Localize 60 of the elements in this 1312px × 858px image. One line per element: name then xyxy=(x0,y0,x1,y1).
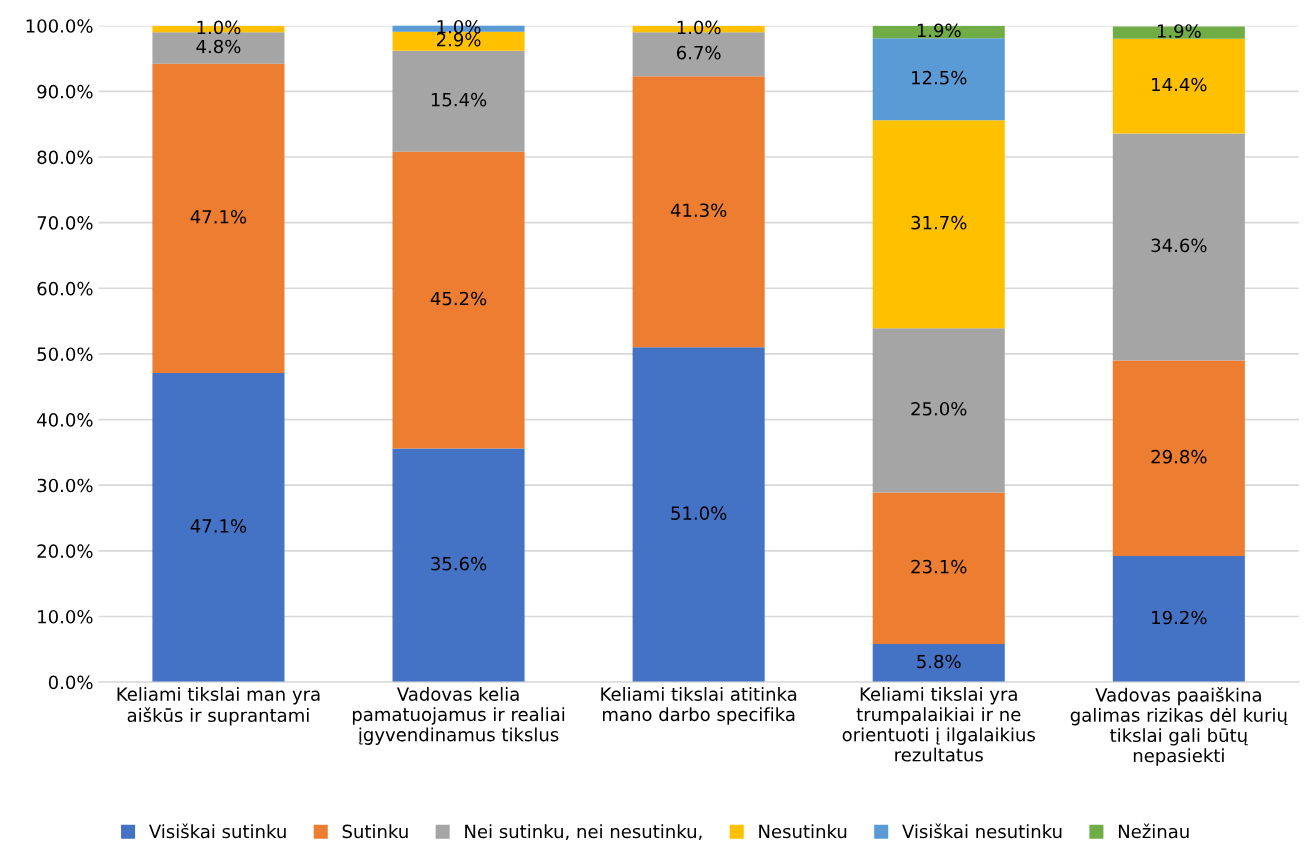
legend-label: Nežinau xyxy=(1118,823,1189,839)
bar xyxy=(872,120,1005,329)
x-tick-label: Keliami tikslai atitinka mano darbo specifika xyxy=(601,686,797,725)
y-tick-label: 80.0% xyxy=(37,150,93,165)
bar xyxy=(1112,26,1245,39)
bar xyxy=(152,372,285,683)
data-label: 1.9% xyxy=(1157,24,1201,38)
legend-label: Nei sutinku, nei nesutinku, xyxy=(465,824,702,841)
y-tick-label: 60.0% xyxy=(37,281,93,296)
bar xyxy=(872,328,1005,493)
bar xyxy=(392,151,525,449)
y-tick-label: 90.0% xyxy=(37,84,93,99)
data-label: 12.5% xyxy=(912,70,967,85)
data-label: 2.9% xyxy=(436,32,481,47)
y-tick-label: 50.0% xyxy=(37,347,93,362)
bar xyxy=(1112,556,1245,683)
data-label: 35.6% xyxy=(431,556,487,571)
bar xyxy=(632,76,765,348)
y-tick-label: 20.0% xyxy=(37,544,93,558)
data-label: 51.0% xyxy=(671,506,727,520)
y-tick-label: 40.0% xyxy=(37,413,93,427)
data-label: 41.3% xyxy=(670,203,727,218)
data-label: 6.7% xyxy=(676,45,721,60)
y-tick-label: 0.0% xyxy=(48,675,93,690)
data-label: 29.8% xyxy=(1151,449,1207,464)
data-label: 31.7% xyxy=(911,215,967,230)
legend-label: Visiškai nesutinku xyxy=(902,823,1062,839)
bar xyxy=(152,63,285,373)
bar xyxy=(1112,133,1245,361)
data-label: 19.2% xyxy=(1152,610,1207,625)
legend-label: Visiškai sutinku xyxy=(148,823,286,839)
bar xyxy=(1112,360,1245,557)
data-label: 45.2% xyxy=(430,291,487,306)
bar xyxy=(392,448,525,683)
legend-label: Sutinku xyxy=(342,824,408,839)
x-tick-label: Keliami tikslai man yra aiškūs ir suprantami xyxy=(117,686,320,726)
x-tick-label: Vadovas kelia pamatuojamus ir realiai įgyvendinamus tikslus xyxy=(352,686,565,745)
data-label: 1.9% xyxy=(917,23,961,38)
y-tick-label: 30.0% xyxy=(37,478,93,493)
data-label: 23.1% xyxy=(911,559,967,574)
bar xyxy=(1112,38,1245,134)
data-label: 25.0% xyxy=(911,401,967,416)
data-label: 47.1% xyxy=(190,519,247,533)
data-label: 47.1% xyxy=(190,209,247,224)
bar xyxy=(872,492,1005,645)
data-label: 5.8% xyxy=(917,654,961,669)
data-label: 4.8% xyxy=(196,39,241,54)
x-tick-label: Keliami tikslai yra trumpalaikiai ir ne orientuoti į ilgalaikius rezultatus xyxy=(842,686,1035,762)
data-label: 14.4% xyxy=(1152,77,1207,92)
data-label: 15.4% xyxy=(431,92,487,107)
y-tick-label: 100.0% xyxy=(26,19,93,33)
y-tick-label: 70.0% xyxy=(37,216,93,230)
legend-label: Nesutinku xyxy=(759,824,847,839)
x-tick-label: Vadovas paaiškina galimas rizikas dėl kurių tikslai gali būtų nepasiekti xyxy=(1070,686,1288,766)
y-tick-label: 10.0% xyxy=(38,609,93,624)
bar xyxy=(872,644,1005,683)
bar xyxy=(392,50,525,152)
bar xyxy=(872,38,1005,121)
data-label: 34.6% xyxy=(1151,238,1207,253)
bar xyxy=(632,347,765,683)
